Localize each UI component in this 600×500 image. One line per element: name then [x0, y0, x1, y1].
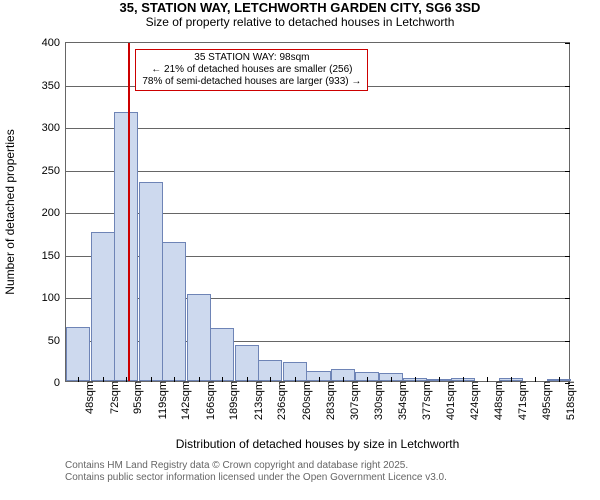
histogram-bar [235, 345, 259, 381]
plot-background: 35 STATION WAY: 98sqm← 21% of detached h… [66, 43, 569, 381]
x-tick-label: 72sqm [103, 381, 121, 414]
x-tick-label: 166sqm [199, 381, 217, 420]
y-tick-label: 250 [42, 165, 66, 177]
annotation-line-2: ← 21% of detached houses are smaller (25… [142, 64, 361, 76]
footer-line-1: Contains HM Land Registry data © Crown c… [65, 460, 447, 472]
x-tick-label: 401sqm [439, 381, 457, 420]
y-tick-mark [565, 213, 570, 214]
y-tick-mark [565, 256, 570, 257]
histogram-bar [66, 327, 90, 381]
chart-title: 35, STATION WAY, LETCHWORTH GARDEN CITY,… [0, 0, 600, 15]
y-tick-label: 400 [42, 37, 66, 49]
y-tick-label: 0 [54, 377, 66, 389]
y-tick-label: 300 [42, 122, 66, 134]
x-tick-label: 448sqm [487, 381, 505, 420]
annotation-line-1: 35 STATION WAY: 98sqm [142, 52, 361, 64]
y-tick-mark [565, 43, 570, 44]
y-tick-label: 100 [42, 292, 66, 304]
annotation-box: 35 STATION WAY: 98sqm← 21% of detached h… [135, 49, 368, 91]
y-tick-mark [565, 171, 570, 172]
y-tick-label: 150 [42, 250, 66, 262]
reference-line [128, 43, 130, 381]
x-tick-label: 142sqm [174, 381, 192, 420]
x-tick-label: 119sqm [151, 381, 169, 419]
x-tick-label: 189sqm [222, 381, 240, 420]
y-tick-label: 200 [42, 207, 66, 219]
grid-line [66, 128, 569, 129]
x-tick-label: 307sqm [343, 381, 361, 420]
x-tick-label: 377sqm [415, 381, 433, 420]
x-tick-label: 330sqm [367, 381, 385, 420]
y-tick-mark [565, 128, 570, 129]
grid-line [66, 171, 569, 172]
x-tick-label: 236sqm [270, 381, 288, 420]
histogram-bar [139, 182, 163, 381]
annotation-line-3: 78% of semi-detached houses are larger (… [142, 76, 361, 88]
footer-attribution: Contains HM Land Registry data © Crown c… [65, 460, 447, 484]
histogram-bar [210, 328, 234, 381]
y-tick-label: 50 [48, 335, 66, 347]
histogram-bar [114, 112, 138, 381]
y-tick-mark [565, 341, 570, 342]
footer-line-2: Contains public sector information licen… [65, 472, 447, 484]
x-tick-label: 495sqm [535, 381, 553, 420]
histogram-bar [91, 232, 115, 381]
x-tick-label: 518sqm [559, 381, 577, 420]
x-axis-label: Distribution of detached houses by size … [65, 437, 570, 451]
x-tick-label: 354sqm [391, 381, 409, 420]
histogram-bar [162, 242, 186, 381]
x-tick-label: 283sqm [319, 381, 337, 420]
histogram-bar [187, 294, 211, 381]
x-tick-label: 213sqm [247, 381, 265, 420]
y-tick-mark [565, 298, 570, 299]
chart-plot-area: 35 STATION WAY: 98sqm← 21% of detached h… [65, 42, 570, 382]
chart-subtitle: Size of property relative to detached ho… [0, 15, 600, 29]
y-tick-label: 350 [42, 80, 66, 92]
x-tick-label: 48sqm [78, 381, 96, 414]
x-tick-label: 424sqm [463, 381, 481, 420]
x-tick-label: 260sqm [295, 381, 313, 420]
y-tick-mark [565, 86, 570, 87]
x-tick-label: 471sqm [511, 381, 529, 420]
x-tick-label: 95sqm [126, 381, 144, 414]
y-axis-label: Number of detached properties [3, 129, 17, 294]
